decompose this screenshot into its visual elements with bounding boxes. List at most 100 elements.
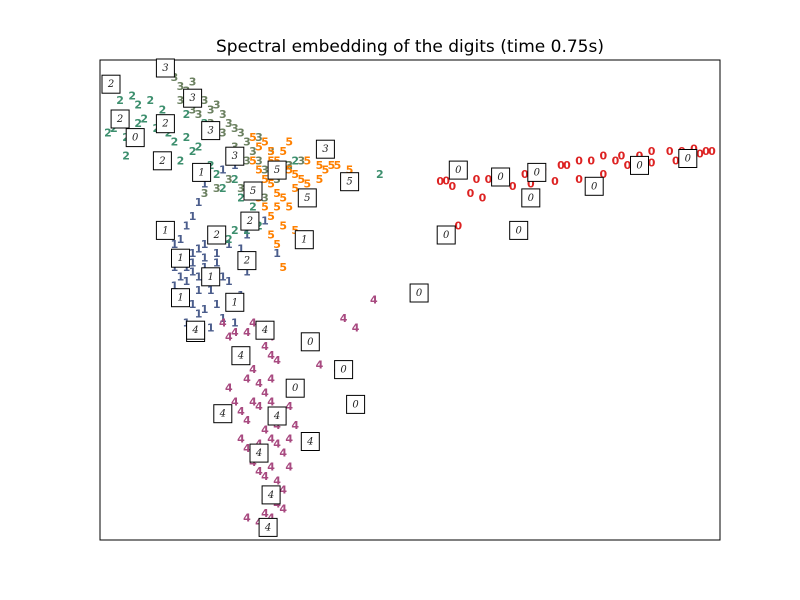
digit-point-1: 1 [171, 238, 179, 251]
thumbnail-frame [527, 162, 547, 182]
thumbnail-digit: 4 [264, 522, 271, 533]
digit-point-3: 3 [219, 127, 227, 140]
digit-point-1: 1 [243, 229, 251, 242]
thumbnail-digit: 5 [250, 186, 256, 197]
thumbnail-digit: 0 [685, 154, 692, 165]
thumbnail-frame [334, 360, 354, 380]
digit-point-4: 4 [267, 372, 275, 385]
thumbnail-digit: 0 [497, 172, 504, 183]
digit-point-4: 4 [267, 461, 275, 474]
digit-point-1: 1 [273, 247, 281, 260]
digit-point-2: 2 [122, 150, 130, 163]
digit-point-4: 4 [237, 433, 245, 446]
thumbnail-frame [678, 149, 698, 168]
digit-point-2: 2 [128, 89, 136, 102]
digit-point-2: 2 [134, 99, 142, 112]
thumbnail-frame [201, 121, 221, 141]
thumbnail-frame [231, 346, 251, 366]
digit-point-4: 4 [291, 419, 299, 432]
digit-point-4: 4 [243, 414, 251, 427]
thumbnail-digit: 1 [232, 297, 238, 308]
thumbnail-digit: 0 [352, 399, 359, 410]
digit-point-1: 1 [261, 215, 269, 228]
digit-point-0: 0 [702, 145, 710, 158]
digit-point-4: 4 [279, 502, 287, 515]
digit-point-4: 4 [255, 400, 263, 413]
thumbnail-frame [315, 139, 335, 159]
digit-point-2: 2 [219, 182, 227, 195]
digit-thumbnail-5: 5 [340, 172, 360, 192]
digit-point-2: 2 [291, 154, 299, 167]
digit-thumbnail-5: 5 [297, 188, 317, 208]
digit-point-5: 5 [285, 201, 293, 214]
thumbnail-digit: 2 [243, 256, 250, 267]
digit-thumbnail-0: 0 [491, 167, 511, 187]
thumbnail-digit: 0 [516, 225, 523, 236]
thumbnail-digit: 5 [274, 165, 280, 176]
thumbnail-digit: 4 [306, 437, 313, 448]
digit-thumbnail-2: 2 [207, 225, 227, 245]
digit-point-4: 4 [237, 405, 245, 418]
thumbnail-digit: 2 [116, 114, 123, 125]
digit-point-0: 0 [467, 187, 475, 200]
digit-point-3: 3 [189, 75, 197, 88]
digit-point-4: 4 [279, 484, 287, 497]
thumbnail-frame [171, 288, 190, 308]
digit-point-0: 0 [442, 174, 450, 187]
digit-point-4: 4 [267, 396, 275, 409]
digit-point-5: 5 [328, 159, 336, 172]
digit-point-1: 1 [201, 178, 209, 191]
thumbnail-digit: 1 [198, 167, 204, 178]
digit-point-5: 5 [291, 168, 299, 181]
thumbnail-frame [249, 443, 269, 463]
plot-area: 0000000000000000000000000000000000011111… [99, 58, 721, 541]
digit-point-1: 1 [201, 303, 209, 316]
thumbnail-frame [110, 109, 130, 129]
digit-point-0: 0 [624, 159, 632, 172]
digit-point-5: 5 [255, 164, 263, 177]
digit-point-3: 3 [261, 191, 269, 204]
digit-thumbnail-2: 2 [152, 151, 172, 171]
thumbnail-frame [346, 394, 366, 414]
thumbnail-digit: 1 [208, 272, 214, 283]
thumbnail-digit: 3 [208, 126, 214, 137]
digit-point-1: 1 [195, 284, 203, 297]
thumbnail-digit: 2 [161, 119, 168, 130]
digit-point-0: 0 [612, 154, 620, 167]
digit-point-5: 5 [255, 140, 263, 153]
thumbnail-digit: 0 [534, 167, 541, 178]
thumbnail-frame [300, 332, 320, 352]
digit-point-5: 5 [267, 229, 275, 242]
digit-point-3: 3 [213, 99, 221, 112]
digit-thumbnail-4: 4 [267, 406, 287, 426]
digit-point-5: 5 [261, 136, 269, 149]
thumbnail-frame [409, 283, 429, 303]
digit-point-3: 3 [177, 94, 185, 107]
digit-thumbnail-0: 0 [300, 332, 320, 352]
digit-thumbnail-1: 1 [294, 230, 314, 250]
digit-point-1: 1 [189, 256, 197, 269]
thumbnail-frame [152, 151, 172, 171]
thumbnail-digit: 2 [158, 156, 165, 167]
digit-thumbnail-0: 0 [285, 378, 305, 398]
digit-point-4: 4 [279, 447, 287, 460]
digit-point-0: 0 [521, 168, 529, 181]
digit-point-4: 4 [261, 386, 269, 399]
thumbnail-frame [294, 230, 314, 250]
digit-point-0: 0 [454, 219, 462, 232]
digit-point-3: 3 [237, 182, 245, 195]
thumbnail-digit: 1 [177, 253, 183, 264]
digit-point-1: 1 [219, 270, 227, 283]
digit-thumbnail-4: 4 [261, 485, 281, 505]
thumbnail-frame [261, 485, 281, 505]
digit-thumbnail-0: 0 [527, 162, 547, 182]
thumbnail-frame [267, 406, 287, 426]
digit-point-3: 3 [237, 127, 245, 140]
digit-point-4: 4 [243, 372, 251, 385]
digit-thumbnail-3: 3 [225, 146, 245, 166]
digit-thumbnail-0: 0 [448, 160, 468, 180]
thumbnail-digit: 0 [307, 337, 314, 348]
digit-thumbnail-5: 5 [267, 160, 287, 180]
digit-thumbnail-1: 1 [155, 220, 175, 240]
digit-point-5: 5 [249, 154, 257, 167]
